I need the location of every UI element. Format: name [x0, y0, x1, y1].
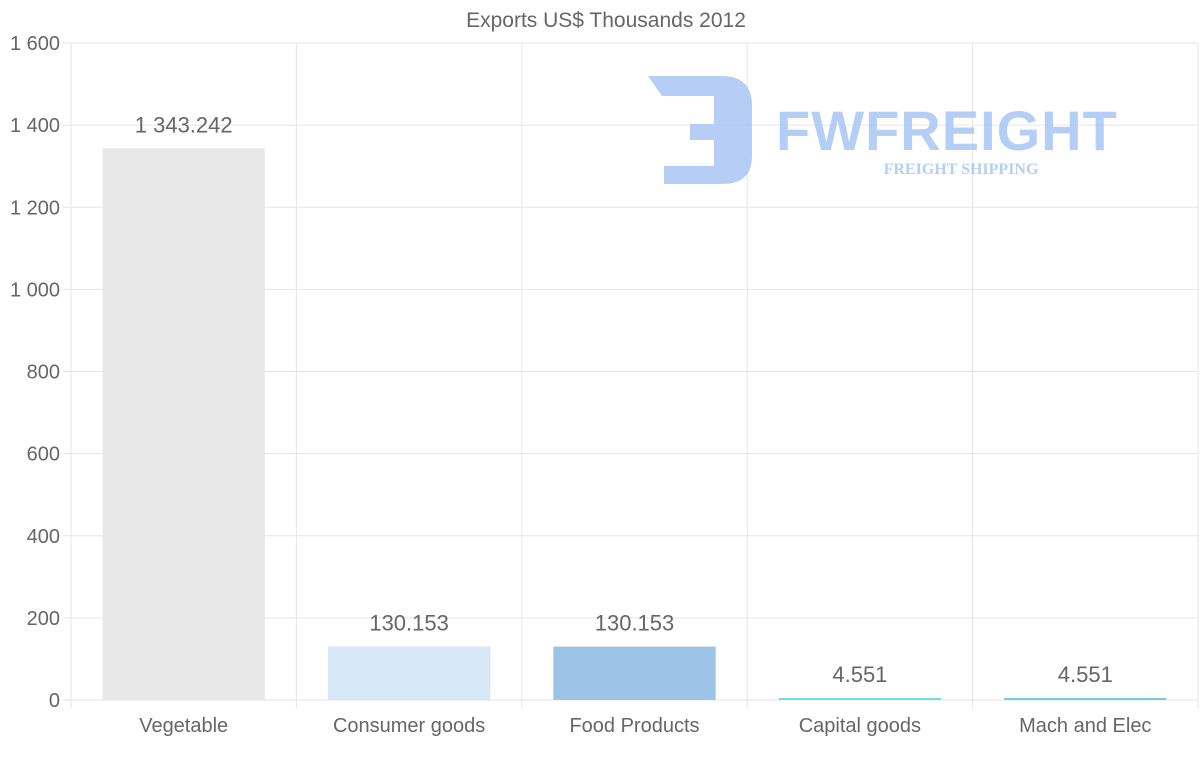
y-tick-label: 200: [27, 608, 60, 630]
y-tick-label: 1 200: [10, 197, 60, 219]
x-tick-label: Food Products: [569, 715, 699, 737]
logo-mark-icon: [648, 76, 752, 184]
bar[interactable]: [327, 646, 491, 700]
x-tick-label: Mach and Elec: [1019, 715, 1151, 737]
data-label: 130.153: [595, 611, 675, 636]
data-label: 4.551: [832, 662, 887, 687]
y-tick-label: 1 600: [10, 33, 60, 55]
x-axis-ticks: Vegetable Consumer goods Food Products Capi…: [139, 715, 1151, 737]
bars: [102, 148, 1167, 700]
watermark-logo: FWFREIGHT FREIGHT SHIPPING: [648, 76, 1118, 184]
y-tick-label: 0: [49, 690, 60, 712]
bar[interactable]: [1004, 698, 1167, 700]
y-tick-label: 1 000: [10, 279, 60, 301]
data-label: 1 343.242: [135, 112, 233, 137]
watermark-name: FWFREIGHT: [776, 99, 1118, 162]
data-labels: 1 343.242 130.153 130.153 4.551 4.551: [135, 112, 1113, 687]
y-tick-label: 800: [27, 362, 60, 384]
watermark-tagline: FREIGHT SHIPPING: [884, 161, 1039, 178]
y-tick-label: 600: [27, 444, 60, 466]
x-tick-label: Vegetable: [139, 715, 228, 737]
y-tick-label: 1 400: [10, 115, 60, 137]
x-tick-label: Capital goods: [799, 715, 921, 737]
chart-title: Exports US$ Thousands 2012: [466, 9, 746, 32]
bar[interactable]: [102, 148, 265, 700]
bar[interactable]: [778, 698, 942, 700]
data-label: 130.153: [369, 611, 449, 636]
data-label: 4.551: [1058, 662, 1113, 687]
bar[interactable]: [553, 646, 716, 700]
y-tick-label: 400: [27, 526, 60, 548]
y-axis-ticks: 0 200 400 600 800 1 000 1 200 1 400 1 600: [10, 33, 60, 712]
x-tick-label: Consumer goods: [333, 715, 485, 737]
